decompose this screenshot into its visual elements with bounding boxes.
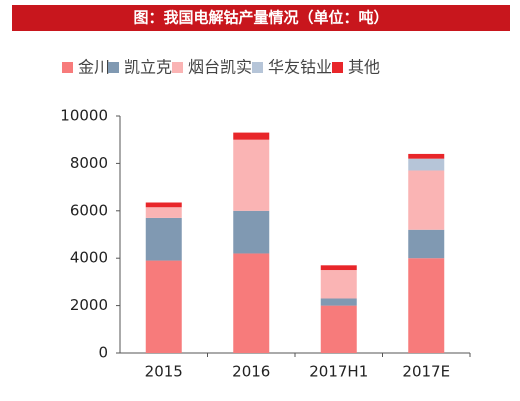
bar-segment: [320, 298, 357, 306]
y-tick-label: 0: [98, 344, 108, 362]
title-bar: [12, 5, 510, 31]
bar-segment: [408, 153, 445, 159]
bar-segment: [408, 170, 445, 230]
x-tick-label: 2016: [232, 363, 270, 381]
bar-segment: [408, 258, 445, 353]
x-tick-label: 2015: [145, 363, 183, 381]
bar-segment: [320, 265, 357, 271]
x-tick-label: 2017E: [402, 363, 450, 381]
y-tick-label: 10000: [60, 107, 108, 125]
y-tick-label: 8000: [70, 154, 108, 172]
legend-swatch: [108, 62, 119, 73]
legend-label: 其他: [348, 58, 380, 77]
legend-swatch: [62, 62, 73, 73]
bar-segment: [408, 158, 445, 171]
bar-segment: [233, 139, 270, 211]
legend-swatch: [172, 62, 183, 73]
legend-swatch: [252, 62, 263, 73]
bar-segment: [320, 305, 357, 353]
bar-segment: [145, 207, 182, 218]
legend-label: 凯立克: [124, 58, 172, 77]
bar-segment: [233, 132, 270, 140]
x-tick-label: 2017H1: [309, 363, 368, 381]
legend-label: 华友钴业: [268, 58, 332, 77]
bar-segment: [233, 253, 270, 353]
bar-segment: [145, 217, 182, 261]
y-tick-label: 4000: [70, 249, 108, 267]
legend-swatch: [332, 62, 343, 73]
chart-title: 图：我国电解钴产量情况（单位：吨）: [133, 9, 388, 27]
bar-segment: [320, 270, 357, 299]
legend-label: 烟台凯实: [188, 58, 252, 77]
y-tick-label: 2000: [70, 296, 108, 314]
bar-segment: [145, 202, 182, 208]
y-tick-label: 6000: [70, 201, 108, 219]
bar-segment: [233, 210, 270, 254]
legend-label: 金川: [78, 58, 110, 77]
bar-segment: [145, 260, 182, 353]
bar-segment: [408, 229, 445, 259]
